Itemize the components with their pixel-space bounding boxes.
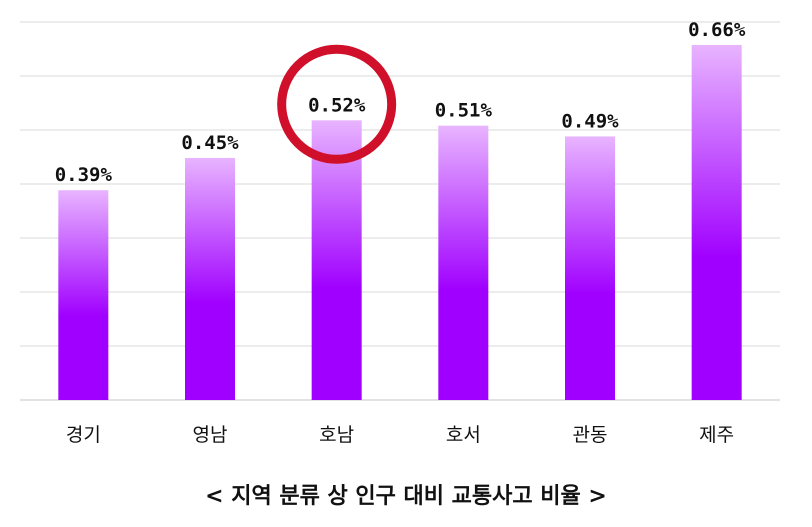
data-label-3: 0.52%	[308, 94, 366, 116]
chart-title: < 지역 분류 상 인구 대비 교통사고 비율 >	[205, 484, 607, 509]
bar-chart: 0.39% 0.45% 0.52% 0.51% 0.49% 0.66% 경기 영남 호남 호서 관…	[20, 19, 780, 446]
category-label-3: 호남	[319, 424, 354, 446]
bar-3	[311, 120, 362, 400]
data-label-2: 0.45%	[181, 132, 239, 154]
bar-2	[185, 157, 235, 400]
highlight-circle	[277, 44, 397, 164]
category-label-2: 영남	[193, 424, 228, 446]
data-label-1: 0.39%	[55, 164, 113, 186]
highlight-ring	[277, 44, 397, 164]
data-label-6: 0.66%	[688, 19, 746, 41]
grid-lines	[20, 21, 780, 401]
bar-4	[438, 125, 489, 400]
category-label-1: 경기	[66, 424, 101, 446]
category-label-4: 호서	[446, 424, 481, 446]
data-label-4: 0.51%	[435, 100, 493, 122]
data-label-5: 0.49%	[561, 110, 619, 132]
bar-6	[691, 45, 742, 400]
category-labels: 경기 영남 호남 호서 관동 제주	[66, 424, 734, 446]
value-labels: 0.39% 0.45% 0.52% 0.51% 0.49% 0.66%	[55, 19, 746, 186]
category-label-5: 관동	[573, 424, 608, 446]
bars	[58, 45, 742, 400]
bar-1	[58, 190, 109, 400]
bar-5	[565, 136, 615, 400]
category-label-6: 제주	[699, 424, 734, 446]
